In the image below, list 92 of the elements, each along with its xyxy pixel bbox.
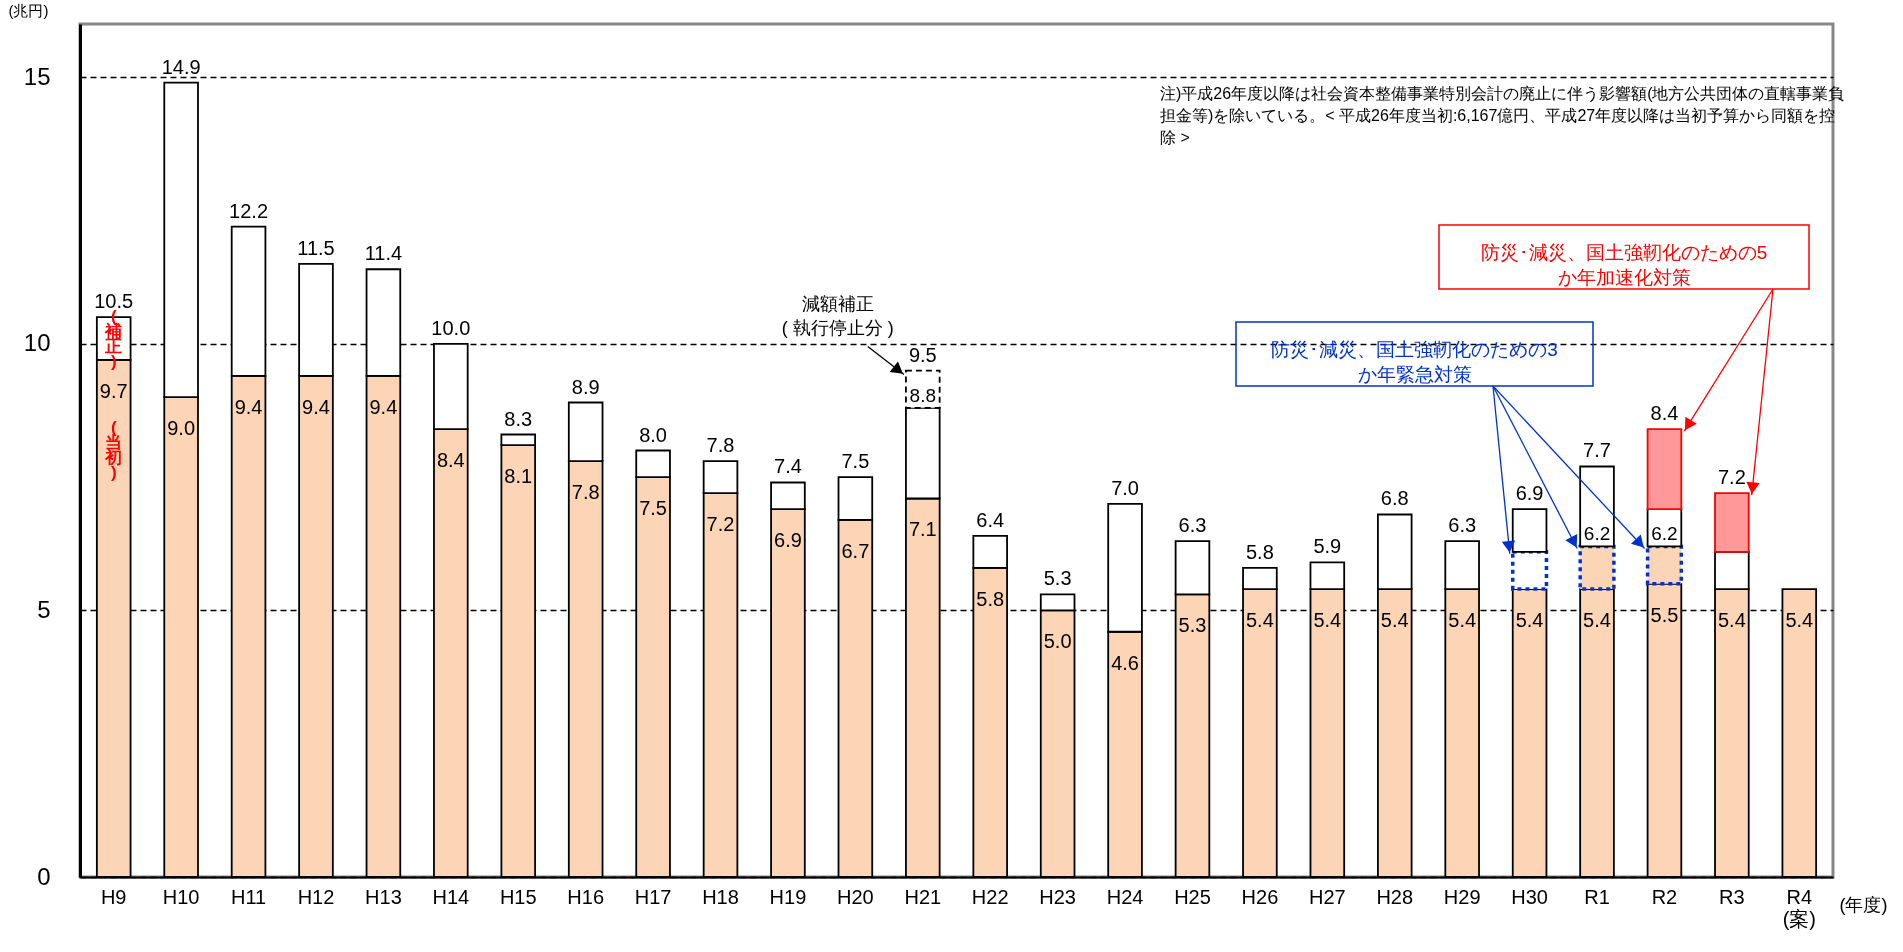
x-tick-label: H23	[1039, 885, 1076, 908]
data-label: 5.4	[1380, 609, 1409, 632]
annotation: 6.2	[1651, 523, 1678, 545]
x-tick-label: R4 (案)	[1782, 885, 1816, 930]
data-label: 5.0	[1043, 630, 1072, 653]
x-tick-label: H27	[1308, 885, 1346, 908]
y-tick-label: 15	[23, 62, 51, 90]
x-tick-label: H13	[365, 885, 402, 908]
x-tick-label: R2	[1651, 885, 1678, 908]
data-label: 5.8	[976, 587, 1005, 610]
x-axis-title: (年度)	[1839, 894, 1888, 915]
total-label: 8.9	[571, 375, 600, 398]
total-label: 11.4	[364, 242, 403, 265]
text: 防災･減災、国土強靭化のための5か年加速化対策	[1480, 242, 1768, 288]
x-tick-label: H15	[499, 885, 537, 908]
total-label: 6.8	[1380, 487, 1409, 510]
data-label: 5.4	[1583, 609, 1611, 632]
total-label: 6.3	[1448, 514, 1477, 537]
x-tick-label: H28	[1376, 885, 1414, 908]
total-label: 7.8	[706, 434, 735, 457]
total-label: 5.9	[1313, 535, 1342, 558]
data-label: 9.4	[302, 395, 330, 418]
total-label: 11.5	[297, 236, 335, 259]
data-label: 7.5	[639, 497, 667, 520]
x-tick-label: H10	[162, 885, 200, 908]
x-tick-label: H14	[432, 885, 470, 908]
total-label: 7.7	[1583, 439, 1611, 462]
data-label: 8.4	[436, 449, 465, 472]
x-tick-label: H11	[230, 885, 267, 908]
x-tick-label: H16	[567, 885, 605, 908]
x-tick-label: H18	[702, 885, 739, 908]
total-label: 14.9	[161, 55, 201, 78]
total-label: 8.4	[1650, 402, 1679, 425]
annotation: 8.8	[909, 384, 936, 406]
x-tick-label: H30	[1511, 885, 1548, 908]
data-label: 5.4	[1717, 609, 1746, 632]
data-label: 6.7	[841, 539, 870, 562]
annotation: 6.2	[1583, 523, 1611, 545]
data-label: 6.9	[774, 529, 802, 552]
x-tick-label: H12	[297, 885, 335, 908]
total-label: 5.8	[1246, 540, 1274, 563]
data-label: 9.4	[234, 395, 263, 418]
x-tick-label: R1	[1584, 885, 1610, 908]
annotation: 減額補正 ( 執行停止分 )	[781, 293, 894, 338]
x-tick-label: H19	[769, 885, 807, 908]
x-tick-label: H20	[837, 885, 874, 908]
data-label: 9.0	[167, 417, 196, 440]
data-label: 5.4	[1448, 609, 1477, 632]
y-axis-title: (兆円)	[8, 1, 49, 19]
data-label: 5.4	[1246, 609, 1274, 632]
total-label: 9.5	[908, 343, 937, 366]
total-label: 7.0	[1111, 476, 1139, 499]
y-tick-label: 5	[37, 595, 51, 623]
x-tick-label: R3	[1719, 885, 1745, 908]
total-label: 6.9	[1515, 482, 1544, 505]
x-tick-label: H22	[971, 885, 1009, 908]
x-tick-label: H21	[904, 885, 942, 908]
total-label: 5.3	[1043, 567, 1072, 590]
x-tick-label: H26	[1241, 885, 1279, 908]
data-label: 5.3	[1178, 614, 1207, 637]
x-tick-label: H9	[100, 885, 127, 908]
data-label: 4.6	[1111, 651, 1139, 674]
data-label: 9.4	[369, 395, 398, 418]
data-label: 5.5	[1650, 603, 1679, 626]
total-label: 12.2	[229, 199, 269, 222]
data-label: 5.4	[1313, 609, 1342, 632]
y-tick-label: 10	[23, 329, 51, 357]
total-label: 10.0	[431, 316, 471, 339]
data-label: 8.1	[504, 465, 533, 488]
bar	[1579, 465, 1615, 548]
total-label: 6.4	[976, 508, 1005, 531]
data-label: 7.1	[908, 518, 937, 541]
total-label: 8.0	[639, 423, 667, 446]
data-label: 9.7	[99, 379, 128, 402]
data-label: 5.4	[1515, 609, 1544, 632]
x-tick-label: H24	[1106, 885, 1144, 908]
data-label: 7.8	[571, 481, 600, 504]
data-label: 5.4	[1785, 609, 1814, 632]
total-label: 6.3	[1178, 514, 1207, 537]
total-label: 7.4	[774, 455, 802, 478]
total-label: 7.2	[1717, 466, 1746, 489]
data-label: 7.2	[706, 513, 735, 536]
total-label: 8.3	[504, 407, 533, 430]
x-tick-label: H25	[1174, 885, 1211, 908]
annotation: 注)平成26年度以降は社会資本整備事業特別会計の廃止に伴う影響額(地方公共団体の直轄事業負担金等)を除いている。< 平成26年度当初:6,167億円、平成27年度以降は当初予算から同額を控除 >	[1160, 85, 1845, 146]
total-label: 7.5	[841, 450, 870, 473]
text: 防災･減災、国土強靭化のための3か年緊急対策	[1271, 339, 1558, 385]
x-tick-label: H17	[634, 885, 672, 908]
series-label: (当初)	[104, 417, 123, 482]
bar	[1646, 428, 1683, 511]
x-tick-label: H29	[1443, 885, 1481, 908]
y-tick-label: 0	[37, 862, 51, 890]
